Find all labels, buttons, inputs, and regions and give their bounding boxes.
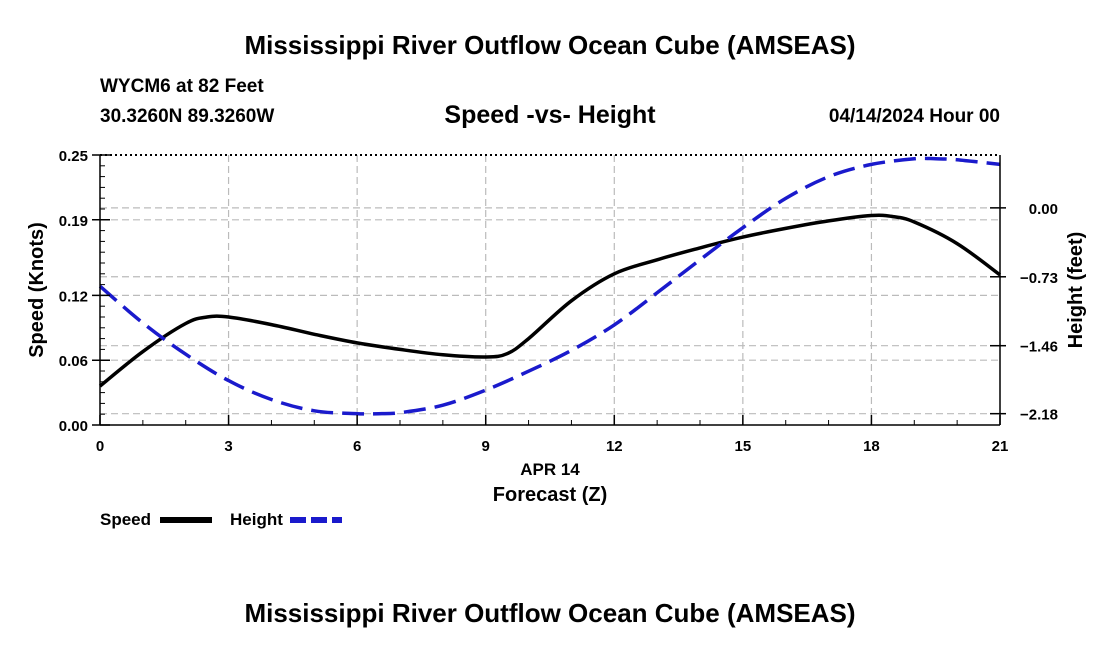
x-tick-label: 12 xyxy=(606,438,623,455)
legend-height-swatch xyxy=(290,517,342,523)
chart-title: Speed -vs- Height xyxy=(444,101,656,129)
y2-axis-label: Height (feet) xyxy=(1065,232,1087,349)
y2-tick-label: −2.18 xyxy=(1020,407,1058,424)
axis-layer xyxy=(92,154,1006,426)
y-tick-label: 0.25 xyxy=(59,148,88,165)
y-tick-label: 0.00 xyxy=(59,418,88,435)
y-axis-label: Speed (Knots) xyxy=(26,222,48,358)
y-tick-label: 0.19 xyxy=(59,213,88,230)
series-layer xyxy=(98,156,1002,416)
forecast-date: 04/14/2024 Hour 00 xyxy=(828,106,1000,127)
station-label: WYCM6 at 82 Feet xyxy=(100,76,264,97)
label-layer: 0 3 6 9 12 15 18 21 0.00 0.06 0.12 0.19 0.25 0.00 −0.7… xyxy=(26,148,1087,506)
speed-height-chart: 0 3 6 9 12 15 18 21 0.00 0.06 0.12 0.19 0.25 0.00 −0.7… xyxy=(26,148,1087,506)
grid-layer xyxy=(100,155,1000,425)
x-tick-label: 6 xyxy=(353,438,361,455)
station-coords: 30.3260N 89.3260W xyxy=(100,106,275,127)
x-tick-label: 21 xyxy=(992,438,1009,455)
x-axis-date-label: APR 14 xyxy=(520,460,580,479)
x-tick-label: 9 xyxy=(482,438,490,455)
x-tick-label: 18 xyxy=(863,438,880,455)
x-tick-label: 3 xyxy=(224,438,232,455)
y-tick-label: 0.06 xyxy=(59,353,88,370)
footer-title: Mississippi River Outflow Ocean Cube (AM… xyxy=(244,598,856,628)
series-line-speed xyxy=(98,213,1002,388)
x-tick-label: 15 xyxy=(735,438,752,455)
x-axis-label: Forecast (Z) xyxy=(493,484,607,506)
series-line-height xyxy=(98,156,1001,416)
legend-speed-swatch xyxy=(160,517,212,523)
y-tick-label: 0.12 xyxy=(59,288,88,305)
x-tick-label: 0 xyxy=(96,438,104,455)
y2-tick-label: −0.73 xyxy=(1020,270,1058,287)
y2-tick-label: −1.46 xyxy=(1020,339,1058,356)
legend-height-label: Height xyxy=(230,510,283,529)
legend-speed-label: Speed xyxy=(100,510,152,529)
main-title: Mississippi River Outflow Ocean Cube (AM… xyxy=(244,30,856,60)
y2-tick-label: 0.00 xyxy=(1029,201,1058,218)
